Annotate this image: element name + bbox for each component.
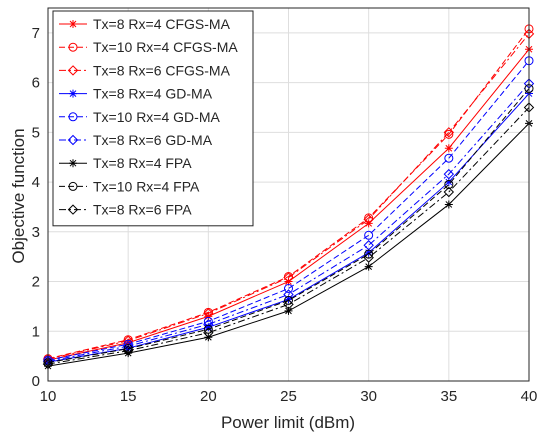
y-tick-label: 1 bbox=[32, 323, 40, 340]
data-point bbox=[364, 213, 374, 223]
data-point bbox=[444, 153, 454, 163]
series-group bbox=[42, 24, 535, 371]
legend-label: Tx=8 Rx=4 FPA bbox=[93, 155, 192, 171]
y-axis-label: Objective function bbox=[9, 128, 28, 263]
legend-entry: Tx=8 Rx=4 CFGS-MA bbox=[59, 16, 231, 32]
data-point bbox=[444, 144, 453, 153]
data-point bbox=[67, 134, 79, 146]
data-point bbox=[124, 338, 133, 347]
x-tick-label: 10 bbox=[40, 388, 57, 405]
data-point bbox=[443, 168, 455, 180]
x-tick-label: 15 bbox=[120, 388, 137, 405]
legend-label: Tx=10 Rx=4 GD-MA bbox=[93, 109, 220, 125]
data-point bbox=[363, 214, 374, 225]
data-point bbox=[364, 230, 374, 240]
legend-label: Tx=8 Rx=6 FPA bbox=[93, 202, 192, 218]
data-point bbox=[122, 345, 134, 356]
data-point bbox=[284, 283, 293, 293]
legend-entry: Tx=8 Rx=6 CFGS-MA bbox=[59, 62, 231, 78]
data-point bbox=[203, 308, 214, 319]
data-point bbox=[284, 295, 293, 305]
data-point bbox=[123, 344, 133, 354]
data-point bbox=[284, 306, 293, 315]
y-tick-label: 7 bbox=[32, 25, 40, 42]
legend-entry: Tx=8 Rx=6 GD-MA bbox=[59, 132, 213, 148]
plot-frame bbox=[47, 7, 530, 382]
legend-entry: Tx=8 Rx=6 FPA bbox=[59, 202, 192, 218]
data-point bbox=[67, 204, 79, 215]
series-line bbox=[47, 88, 530, 364]
x-tick-label: 20 bbox=[200, 388, 217, 405]
data-point bbox=[444, 180, 454, 190]
data-point bbox=[69, 159, 77, 168]
x-tick-label: 40 bbox=[521, 388, 538, 405]
data-point bbox=[363, 252, 374, 263]
legend-label: Tx=8 Rx=4 GD-MA bbox=[93, 86, 213, 102]
legend-entry: Tx=8 Rx=4 GD-MA bbox=[59, 86, 213, 102]
data-point bbox=[364, 262, 373, 271]
x-tick-label: 25 bbox=[280, 388, 297, 405]
data-point bbox=[67, 65, 79, 76]
legend-entry: Tx=10 Rx=4 CFGS-MA bbox=[59, 39, 238, 55]
x-axis-label: Power limit (dBm) bbox=[221, 413, 355, 432]
y-tick-label: 6 bbox=[32, 75, 40, 92]
legend-label: Tx=10 Rx=4 FPA bbox=[93, 178, 200, 194]
legend-label: Tx=8 Rx=4 CFGS-MA bbox=[93, 16, 231, 32]
legend: Tx=8 Rx=4 CFGS-MA Tx=10 Rx=4 CFGS-MA Tx=8 … bbox=[52, 10, 254, 227]
data-point bbox=[204, 323, 213, 332]
data-point bbox=[283, 272, 294, 283]
data-point bbox=[203, 327, 214, 338]
data-point bbox=[68, 42, 78, 52]
legend-entry: Tx=10 Rx=4 GD-MA bbox=[59, 109, 220, 125]
tick-labels: 10 15 20 25 30 35 40 0 1 2 3 4 5 6 7 bbox=[32, 25, 538, 405]
legend-entry: Tx=8 Rx=4 FPA bbox=[59, 155, 192, 171]
data-point bbox=[443, 186, 455, 198]
y-tick-label: 0 bbox=[32, 373, 40, 390]
legend-label: Tx=8 Rx=6 CFGS-MA bbox=[93, 62, 231, 78]
data-point bbox=[444, 200, 453, 209]
y-tick-label: 3 bbox=[32, 224, 40, 241]
x-tick-label: 30 bbox=[360, 388, 377, 405]
series-line bbox=[47, 107, 530, 365]
data-point bbox=[444, 129, 454, 139]
data-point bbox=[69, 89, 77, 98]
x-tick-label: 35 bbox=[440, 388, 457, 405]
y-tick-label: 4 bbox=[32, 174, 40, 191]
data-point bbox=[443, 127, 455, 138]
legend-label: Tx=8 Rx=6 GD-MA bbox=[93, 132, 213, 148]
data-point bbox=[68, 181, 78, 191]
data-point bbox=[69, 20, 77, 28]
data-point bbox=[283, 299, 294, 310]
data-point bbox=[203, 324, 213, 334]
data-point bbox=[68, 112, 78, 122]
legend-entry: Tx=10 Rx=4 FPA bbox=[59, 178, 200, 194]
y-tick-label: 2 bbox=[32, 274, 40, 291]
y-tick-label: 5 bbox=[32, 124, 40, 141]
data-point bbox=[283, 289, 294, 300]
legend-label: Tx=10 Rx=4 CFGS-MA bbox=[93, 39, 238, 55]
data-point bbox=[444, 178, 453, 187]
